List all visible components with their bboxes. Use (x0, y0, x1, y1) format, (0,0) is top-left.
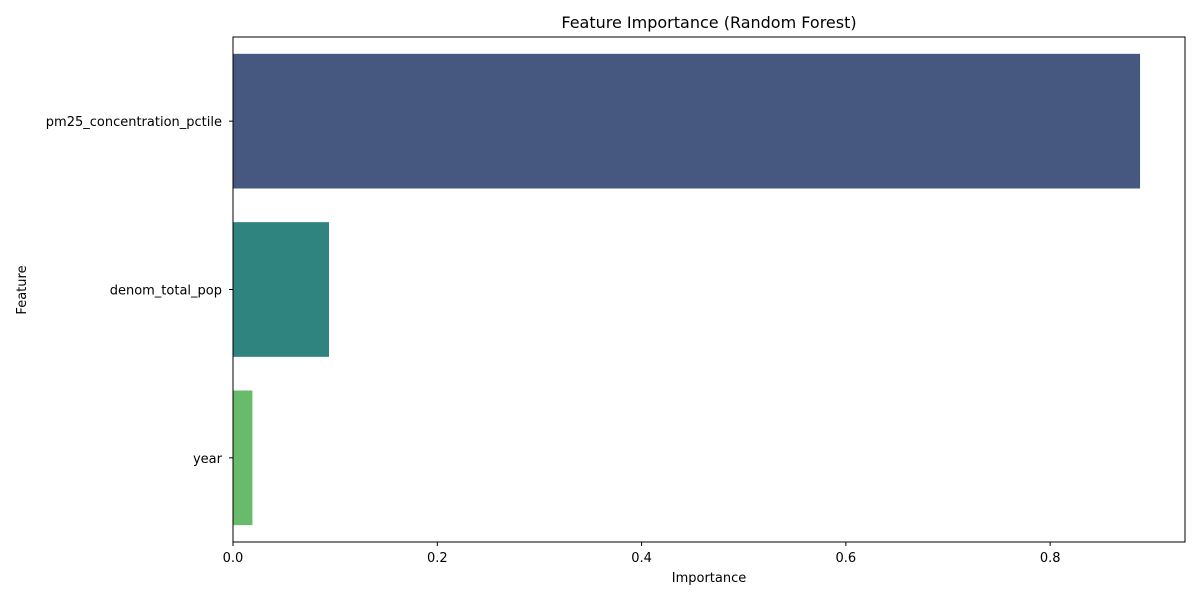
y-tick-label-denom-total-pop: denom_total_pop (110, 284, 222, 299)
bar-year (233, 390, 253, 526)
x-tick-label: 0.4 (631, 551, 652, 566)
x-axis-label: Importance (672, 571, 747, 586)
x-tick-label: 0.0 (223, 551, 244, 566)
chart-title: Feature Importance (Random Forest) (561, 13, 856, 32)
x-tick-label: 0.6 (836, 551, 857, 566)
y-tick-label-year: year (193, 452, 223, 467)
plot-frame (232, 36, 1186, 543)
bar-group (233, 53, 1141, 526)
bar-pm25-concentration-pctile (233, 53, 1141, 189)
x-tick-label: 0.8 (1040, 551, 1061, 566)
y-axis-ticks: pm25_concentration_pctile denom_total_pop… (46, 115, 233, 467)
x-axis-ticks: 0.0 0.2 0.4 0.6 0.8 (223, 542, 1061, 566)
x-tick-label: 0.2 (427, 551, 448, 566)
bar-denom-total-pop (233, 222, 330, 357)
y-tick-label-pm25-concentration-pctile: pm25_concentration_pctile (46, 115, 222, 130)
y-axis-label: Feature (15, 265, 30, 314)
